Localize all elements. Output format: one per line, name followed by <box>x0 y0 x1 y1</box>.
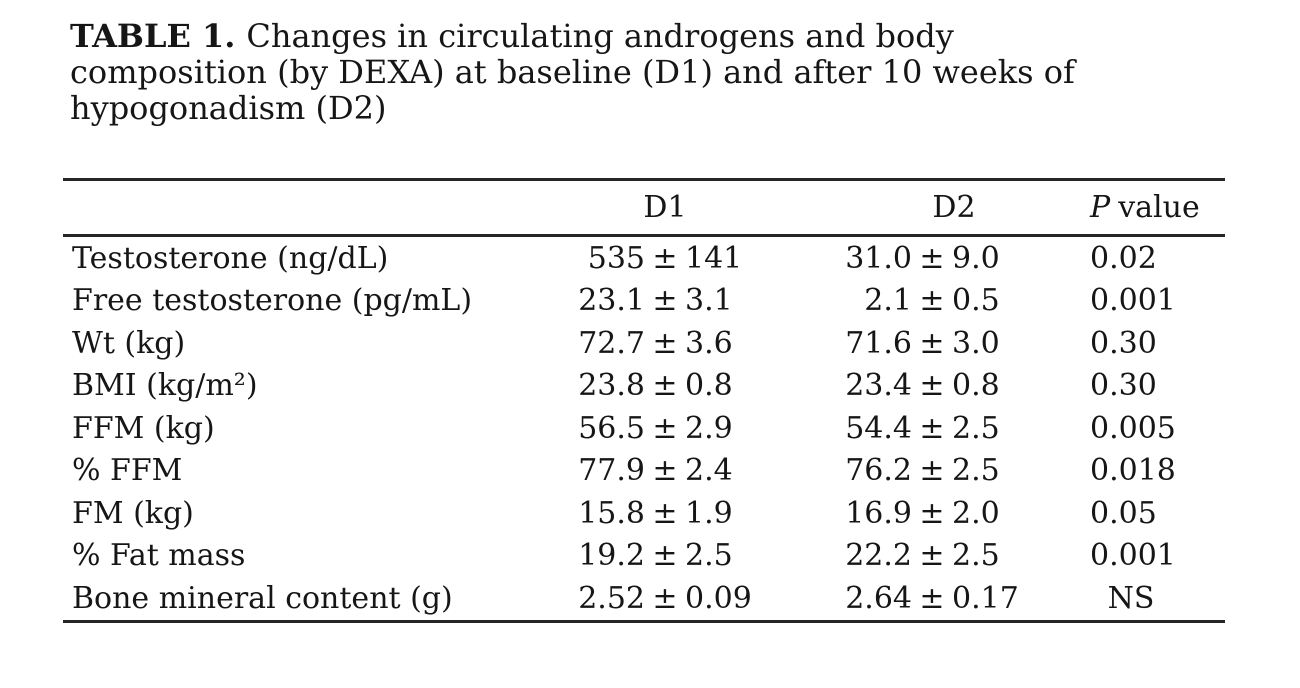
p-value-cell: 0.30 <box>1090 368 1157 404</box>
plus-minus: ± <box>919 580 945 616</box>
caption-line-1: TABLE 1. Changes in circulating androgens… <box>70 18 1075 54</box>
table-number: TABLE 1. <box>70 17 236 55</box>
table-row: FFM (kg) 56.5 ±2.9 54.4 ±2.5 0.005 <box>63 407 1225 450</box>
d1-value-cell: 19.2 ±2.5 <box>578 538 733 574</box>
table-row: % Fat mass 19.2 ±2.5 22.2 ±2.5 0.001 <box>63 535 1225 578</box>
d1-value-cell: 77.9 ±2.4 <box>578 453 733 489</box>
table-row: Free testosterone (pg/mL) 23.1 ±3.1 2.1 ±0… <box>63 280 1225 323</box>
plus-minus: ± <box>919 538 945 574</box>
caption-line-3: hypogonadism (D2) <box>70 89 387 127</box>
plus-minus: ± <box>919 325 945 361</box>
plus-minus: ± <box>652 368 678 404</box>
d2-value-cell: 31.0 ±9.0 <box>845 240 1000 276</box>
plus-minus: ± <box>919 453 945 489</box>
p-value-cell: 0.005 <box>1090 410 1176 446</box>
plus-minus: ± <box>652 240 678 276</box>
p-value-cell: 0.30 <box>1090 325 1157 361</box>
p-value-cell: NS <box>1107 580 1155 616</box>
d2-value-cell: 54.4 ±2.5 <box>845 410 1000 446</box>
table-row: % FFM 77.9 ±2.4 76.2 ±2.5 0.018 <box>63 450 1225 493</box>
p-value-cell: 0.001 <box>1090 538 1176 574</box>
table-caption: TABLE 1. Changes in circulating androgens… <box>70 18 1075 126</box>
plus-minus: ± <box>652 325 678 361</box>
row-label: Wt (kg) <box>72 325 186 361</box>
p-value-cell: 0.018 <box>1090 453 1176 489</box>
plus-minus: ± <box>919 240 945 276</box>
d2-value-cell: 22.2 ±2.5 <box>845 538 1000 574</box>
d1-value-cell: 535 ±141 <box>587 240 743 276</box>
column-header-d2: D2 <box>932 190 976 225</box>
d1-value-cell: 15.8 ±1.9 <box>578 495 733 531</box>
table-header-rule <box>63 234 1225 237</box>
d2-value-cell: 2.1 ±0.5 <box>864 283 1000 319</box>
caption-line-2: composition (by DEXA) at baseline (D1) a… <box>70 53 1075 91</box>
d1-value-cell: 23.1 ±3.1 <box>578 283 733 319</box>
plus-minus: ± <box>652 538 678 574</box>
row-label: Testosterone (ng/dL) <box>72 240 389 276</box>
table-row: Wt (kg) 72.7 ±3.6 71.6 ±3.0 0.30 <box>63 322 1225 365</box>
table-row: BMI (kg/m²) 23.8 ±0.8 23.4 ±0.8 0.30 <box>63 365 1225 408</box>
row-label: BMI (kg/m²) <box>72 368 258 404</box>
p-value-header-rest: value <box>1118 190 1200 225</box>
p-value-cell: 0.001 <box>1090 283 1176 319</box>
d2-value-cell: 16.9 ±2.0 <box>845 495 1000 531</box>
table-row: FM (kg) 15.8 ±1.9 16.9 ±2.0 0.05 <box>63 492 1225 535</box>
row-label: Bone mineral content (g) <box>72 580 453 616</box>
table-bottom-rule <box>63 619 1225 623</box>
plus-minus: ± <box>919 495 945 531</box>
plus-minus: ± <box>652 283 678 319</box>
plus-minus: ± <box>919 368 945 404</box>
table-top-rule <box>63 178 1225 181</box>
plus-minus: ± <box>919 283 945 319</box>
d2-value-cell: 2.64 ±0.17 <box>845 580 1019 616</box>
plus-minus: ± <box>919 410 945 446</box>
column-header-d1: D1 <box>643 190 687 225</box>
plus-minus: ± <box>652 580 678 616</box>
row-label: Free testosterone (pg/mL) <box>72 283 473 319</box>
p-value-cell: 0.05 <box>1090 495 1157 531</box>
table-body: Testosterone (ng/dL) 535 ±141 31.0 ±9.0 0.… <box>63 237 1225 620</box>
d1-value-cell: 56.5 ±2.9 <box>578 410 733 446</box>
p-value-header-italic: P <box>1090 190 1111 225</box>
plus-minus: ± <box>652 495 678 531</box>
d2-value-cell: 76.2 ±2.5 <box>845 453 1000 489</box>
d2-value-cell: 23.4 ±0.8 <box>845 368 1000 404</box>
d1-value-cell: 23.8 ±0.8 <box>578 368 733 404</box>
row-label: % FFM <box>72 453 183 489</box>
row-label: % Fat mass <box>72 538 246 574</box>
row-label: FM (kg) <box>72 495 194 531</box>
row-label: FFM (kg) <box>72 410 215 446</box>
p-value-cell: 0.02 <box>1090 240 1157 276</box>
plus-minus: ± <box>652 410 678 446</box>
table-row: Bone mineral content (g) 2.52 ±0.09 2.64 ±… <box>63 577 1225 620</box>
d1-value-cell: 72.7 ±3.6 <box>578 325 733 361</box>
table-row: Testosterone (ng/dL) 535 ±141 31.0 ±9.0 0.… <box>63 237 1225 280</box>
caption-line-1-text: Changes in circulating androgens and bod… <box>246 17 954 55</box>
d1-value-cell: 2.52 ±0.09 <box>578 580 752 616</box>
plus-minus: ± <box>652 453 678 489</box>
d2-value-cell: 71.6 ±3.0 <box>845 325 1000 361</box>
